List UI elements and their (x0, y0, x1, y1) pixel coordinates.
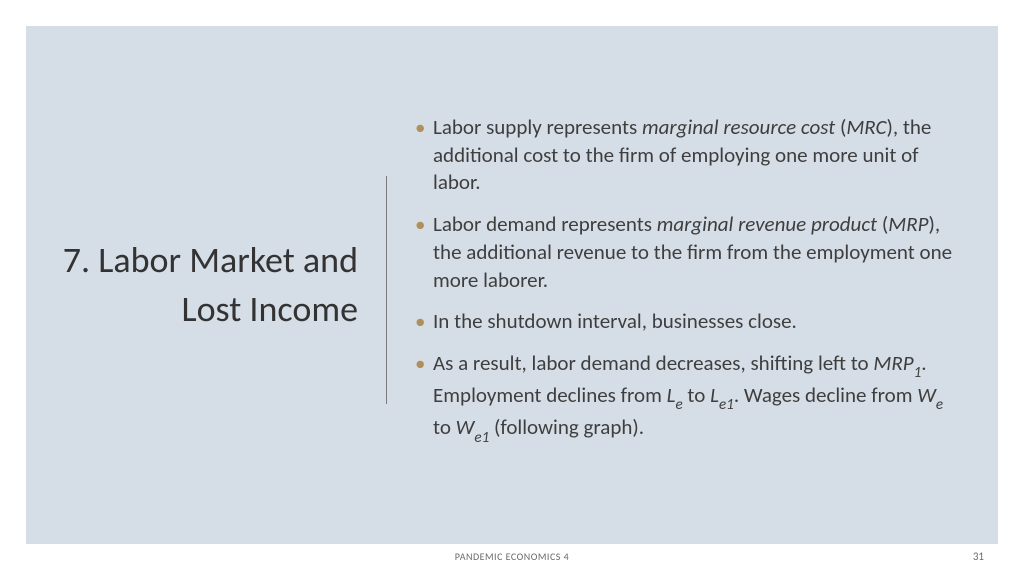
slide-title: 7. Labor Market and Lost Income (26, 236, 358, 333)
title-column: 7. Labor Market and Lost Income (26, 26, 386, 544)
footer-label: PANDEMIC ECONOMICS 4 (0, 550, 1024, 563)
subscript-text: e (936, 396, 943, 414)
bullet-list: Labor supply represents marginal resourc… (415, 114, 958, 446)
bullet-text: . Wages decline from (734, 382, 917, 408)
page: 7. Labor Market and Lost Income Labor su… (0, 0, 1024, 576)
bullet-item: In the shutdown interval, businesses clo… (415, 308, 958, 336)
variable-text: W (917, 382, 936, 408)
bullet-text: (following graph). (489, 414, 644, 440)
bullet-item: As a result, labor demand decreases, shi… (415, 350, 958, 446)
bullet-item: Labor supply represents marginal resourc… (415, 114, 958, 197)
bullet-text: ( (877, 211, 888, 237)
emphasis-text: marginal resource cost (642, 114, 835, 140)
slide-body: 7. Labor Market and Lost Income Labor su… (26, 26, 998, 544)
emphasis-text: marginal revenue product (657, 211, 877, 237)
variable-text: MRP (873, 350, 913, 376)
bullet-text: ( (835, 114, 846, 140)
bullet-text: to (433, 414, 456, 440)
slide-footer: PANDEMIC ECONOMICS 4 31 (0, 550, 1024, 570)
emphasis-text: MRC (846, 114, 886, 140)
subscript-text: 1 (914, 364, 922, 382)
variable-text: L (710, 382, 719, 408)
variable-text: W (456, 414, 475, 440)
content-column: Labor supply represents marginal resourc… (387, 26, 998, 544)
bullet-text: In the shutdown interval, businesses clo… (433, 308, 797, 334)
bullet-item: Labor demand represents marginal revenue… (415, 211, 958, 294)
subscript-text: e1 (719, 396, 734, 414)
page-number: 31 (973, 550, 984, 563)
subscript-text: e (675, 396, 682, 414)
bullet-text: to (683, 382, 710, 408)
subscript-text: e1 (474, 429, 489, 447)
bullet-text: As a result, labor demand decreases, shi… (433, 350, 873, 376)
bullet-text: Labor supply represents (433, 114, 642, 140)
emphasis-text: MRP (888, 211, 928, 237)
bullet-text: Labor demand represents (433, 211, 657, 237)
